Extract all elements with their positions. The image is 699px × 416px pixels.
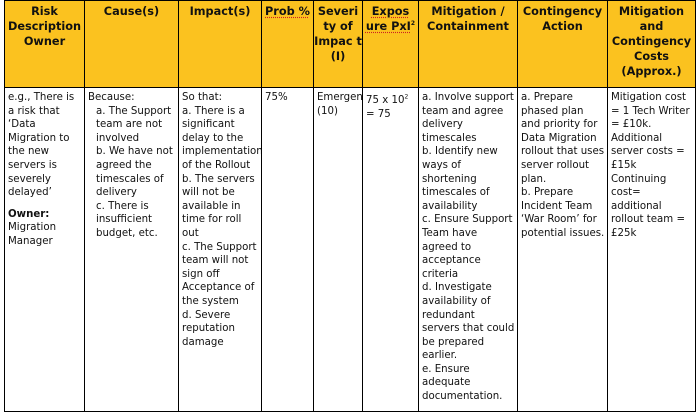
- mitigation-item: e. Ensure adequate documentation.: [422, 363, 503, 403]
- cell-contingency: a. Prepare phased plan and priority for …: [517, 87, 608, 412]
- risk-register-table: Risk Description Owner Cause(s) Impact(s…: [4, 0, 696, 412]
- contingency-item: b. Prepare Incident Team ‘War Room’ for …: [521, 187, 605, 239]
- cause-item: a. The Support team are not involved: [96, 105, 172, 144]
- cell-mitigation: a. Involve support team and agree delive…: [418, 87, 518, 412]
- impact-item: d. Severe reputation damage: [182, 309, 235, 348]
- cell-probability: 75%: [261, 87, 314, 412]
- impact-item: c. The Support team will not sign off Ac…: [182, 241, 257, 307]
- mitigation-item: b. Identify new ways of shortening times…: [422, 146, 498, 212]
- header-risk-description-owner: Risk Description Owner: [4, 0, 85, 88]
- owner-value: Migration Manager: [8, 222, 57, 247]
- probability-value: 75%: [265, 92, 288, 103]
- table-row: e.g., There is a risk that ‘Data Migrati…: [4, 87, 696, 412]
- header-mitigation-containment: Mitigation / Containment: [418, 0, 518, 88]
- exposure-formula: 75 x 10: [366, 95, 405, 106]
- header-severity: Severi ty of Impac t (I): [313, 0, 363, 88]
- cause-intro: Because:: [88, 92, 135, 103]
- cell-risk-description: e.g., There is a risk that ‘Data Migrati…: [4, 87, 85, 412]
- header-row: Risk Description Owner Cause(s) Impact(s…: [4, 0, 696, 88]
- header-exposure: Expos ure PxI2: [362, 0, 419, 88]
- contingency-item: a. Prepare phased plan and priority for …: [521, 92, 605, 185]
- exposure-result: = 75: [366, 108, 391, 120]
- header-contingency-action: Contingency Action: [517, 0, 608, 88]
- header-causes: Cause(s): [84, 0, 179, 88]
- impact-intro: So that:: [182, 92, 223, 103]
- exposure-superscript: 2: [404, 93, 409, 101]
- header-costs: Mitigation and Contingency Costs (Approx…: [607, 0, 696, 88]
- risk-statement: e.g., There is a risk that ‘Data Migrati…: [8, 92, 75, 199]
- header-probability: Prob %: [261, 0, 314, 88]
- cause-item: b. We have not agreed the timescales of …: [96, 146, 173, 199]
- table-header: Risk Description Owner Cause(s) Impact(s…: [4, 0, 696, 88]
- cell-severity: Emergency (10): [313, 87, 363, 412]
- header-impacts: Impact(s): [178, 0, 262, 88]
- impact-item: b. The servers will not be available in …: [182, 173, 255, 239]
- cost-item: Continuing cost= additional rollout team…: [611, 173, 685, 239]
- mitigation-item: d. Investigate availability of redundant…: [422, 282, 515, 362]
- impact-item: a. There is a significant delay to the i…: [182, 105, 262, 171]
- cause-item: c. There is insufficient budget, etc.: [96, 200, 158, 239]
- mitigation-item: a. Involve support team and agree delive…: [422, 92, 514, 144]
- cell-exposure: 75 x 102 = 75: [362, 87, 419, 412]
- cost-item: Mitigation cost = 1 Tech Writer = £10k. …: [611, 92, 690, 171]
- cell-costs: Mitigation cost = 1 Tech Writer = £10k. …: [607, 87, 696, 412]
- cell-causes: Because: a. The Support team are not inv…: [84, 87, 179, 412]
- cell-impacts: So that: a. There is a significant delay…: [178, 87, 262, 412]
- header-exposure-superscript: 2: [410, 20, 416, 28]
- mitigation-item: c. Ensure Support Team have agreed to ac…: [422, 214, 513, 280]
- severity-value: Emergency (10): [317, 92, 363, 117]
- owner-label: Owner:: [8, 208, 50, 220]
